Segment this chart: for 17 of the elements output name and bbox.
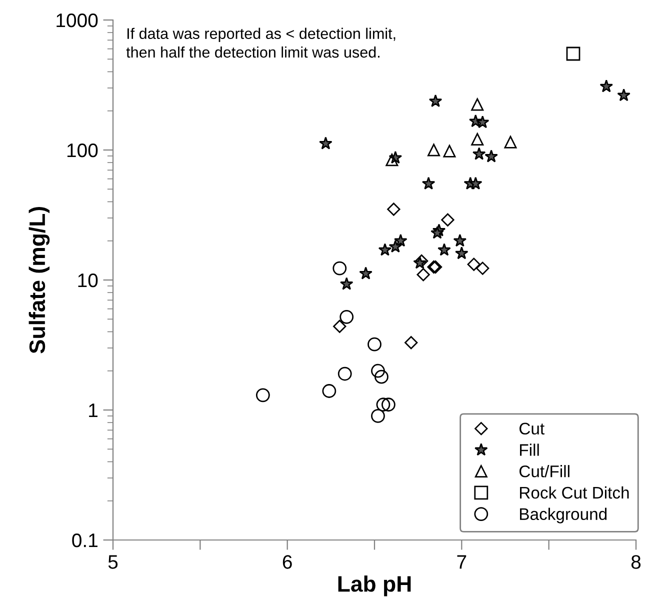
x-tick-label: 6 <box>282 555 292 569</box>
x-tick-label: 8 <box>631 555 641 569</box>
y-tick-label: 100 <box>67 143 98 158</box>
y-axis-title: Sulfate (mg/L) <box>28 207 50 354</box>
x-axis-title: Lab pH <box>338 575 411 596</box>
legend-label: Background <box>520 508 607 524</box>
y-tick-label: 10 <box>78 273 98 288</box>
legend-label: Fill <box>520 444 539 456</box>
y-tick-label: 1 <box>89 404 98 418</box>
x-tick-label: 5 <box>108 555 118 569</box>
x-tick-label: 7 <box>457 555 466 569</box>
y-tick-label: 1000 <box>56 13 98 28</box>
legend-label: Cut/Fill <box>520 465 570 478</box>
legend-label: Cut <box>520 422 544 435</box>
annotation: If data was reported as < detection limit, then half the detection limit was used. <box>126 28 396 58</box>
legend-label: Rock Cut Ditch <box>520 486 629 499</box>
y-tick-label: 0.1 <box>72 533 98 548</box>
